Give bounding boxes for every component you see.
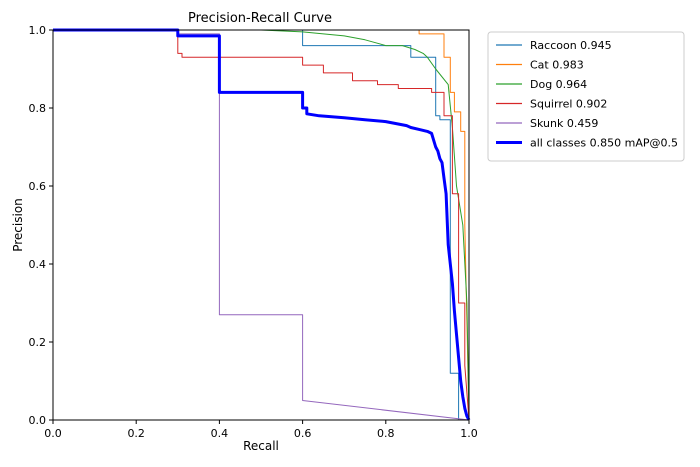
- plot-frame: [52, 29, 470, 421]
- series-line-all-classes: [53, 28, 471, 421]
- y-tick-label: 0.4: [29, 258, 47, 271]
- legend: Raccoon 0.945 Cat 0.983 Dog 0.964 Squirrel …: [487, 31, 685, 162]
- legend-entry-label: all classes 0.850 mAP@0.5: [530, 137, 678, 150]
- plot-area: [53, 28, 471, 421]
- y-tick-label: 0.6: [29, 180, 47, 193]
- y-tick-label: 0.8: [29, 102, 47, 115]
- legend-entry-label: Skunk 0.459: [530, 117, 598, 130]
- y-tick-label: 0.0: [29, 414, 47, 427]
- legend-entry-label: Cat 0.983: [530, 59, 584, 72]
- legend-box: [487, 31, 685, 162]
- y-axis-ticks: 0.0 0.2 0.4 0.6 0.8 1.0: [29, 24, 53, 427]
- x-tick-label: 0.8: [377, 427, 395, 440]
- chart-title: Precision-Recall Curve: [188, 11, 332, 26]
- x-axis-ticks: 0.0 0.2 0.4 0.6 0.8 1.0: [44, 420, 478, 440]
- legend-entry-label: Dog 0.964: [530, 78, 587, 91]
- series-line-raccoon: [53, 29, 469, 421]
- x-axis-label: Recall: [243, 439, 279, 453]
- x-tick-label: 0.2: [127, 427, 145, 440]
- legend-entry-label: Raccoon 0.945: [530, 39, 612, 52]
- x-tick-label: 0.0: [44, 427, 62, 440]
- y-tick-label: 0.2: [29, 336, 47, 349]
- legend-entry-label: Squirrel 0.902: [530, 98, 607, 111]
- y-tick-label: 1.0: [29, 24, 47, 37]
- x-tick-label: 1.0: [460, 427, 478, 440]
- series-line-cat: [53, 29, 470, 421]
- y-axis-label: Precision: [11, 198, 25, 252]
- x-tick-label: 0.6: [294, 427, 312, 440]
- series-line-squirrel: [53, 29, 470, 421]
- x-tick-label: 0.4: [211, 427, 229, 440]
